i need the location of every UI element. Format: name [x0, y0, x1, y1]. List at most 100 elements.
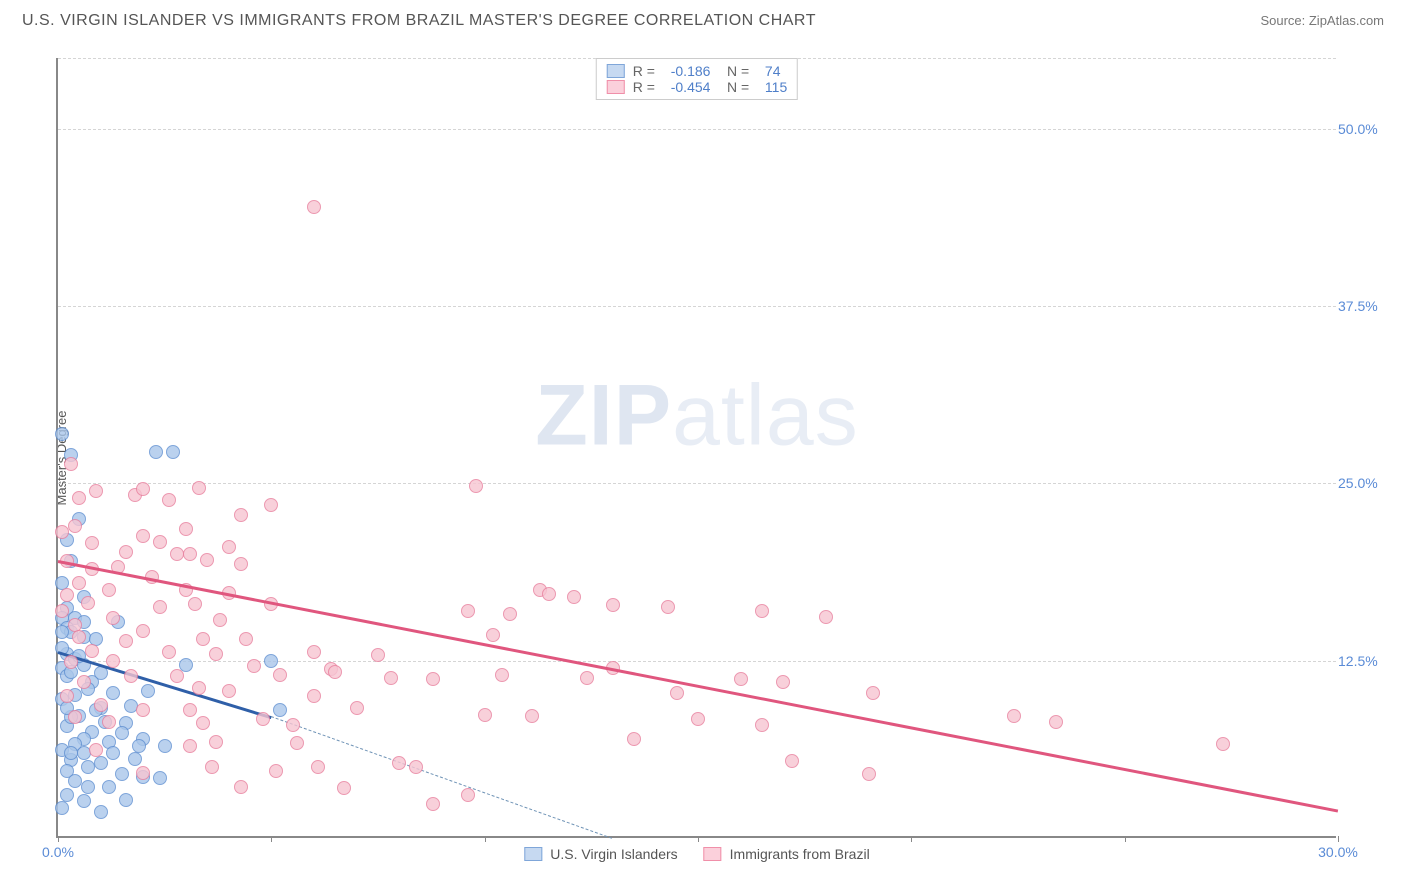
scatter-point [94, 805, 108, 819]
scatter-point [119, 793, 133, 807]
scatter-point [213, 613, 227, 627]
x-tick [1125, 836, 1126, 842]
scatter-point [81, 596, 95, 610]
scatter-point [72, 630, 86, 644]
scatter-point [461, 788, 475, 802]
scatter-point [128, 752, 142, 766]
scatter-point [486, 628, 500, 642]
scatter-point [755, 604, 769, 618]
watermark: ZIPatlas [535, 366, 858, 465]
scatter-point [328, 665, 342, 679]
scatter-point [68, 710, 82, 724]
scatter-point [755, 718, 769, 732]
scatter-point [785, 754, 799, 768]
scatter-point [183, 547, 197, 561]
scatter-point [64, 655, 78, 669]
scatter-point [183, 703, 197, 717]
scatter-point [478, 708, 492, 722]
scatter-point [776, 675, 790, 689]
scatter-point [866, 686, 880, 700]
x-tick-label: 30.0% [1318, 844, 1358, 860]
scatter-point [158, 739, 172, 753]
scatter-point [179, 522, 193, 536]
chart-title: U.S. VIRGIN ISLANDER VS IMMIGRANTS FROM … [22, 12, 816, 30]
legend-stat-row: R = -0.186N = 74 [607, 63, 787, 79]
scatter-point [469, 479, 483, 493]
scatter-point [136, 529, 150, 543]
scatter-point [89, 743, 103, 757]
scatter-point [234, 557, 248, 571]
scatter-point [264, 654, 278, 668]
chart-container: Master's Degree ZIPatlas R = -0.186N = 7… [20, 48, 1386, 868]
scatter-point [264, 498, 278, 512]
scatter-point [170, 669, 184, 683]
scatter-point [196, 716, 210, 730]
scatter-point [1007, 709, 1021, 723]
scatter-point [115, 767, 129, 781]
scatter-point [153, 600, 167, 614]
scatter-point [567, 590, 581, 604]
scatter-point [106, 611, 120, 625]
scatter-point [106, 746, 120, 760]
scatter-point [77, 794, 91, 808]
scatter-point [64, 746, 78, 760]
scatter-point [209, 647, 223, 661]
scatter-point [580, 671, 594, 685]
scatter-point [132, 739, 146, 753]
scatter-point [89, 484, 103, 498]
scatter-point [102, 780, 116, 794]
scatter-point [661, 600, 675, 614]
scatter-point [234, 508, 248, 522]
scatter-point [102, 715, 116, 729]
scatter-point [119, 545, 133, 559]
scatter-point [734, 672, 748, 686]
gridline [58, 129, 1336, 130]
scatter-point [192, 481, 206, 495]
scatter-point [106, 654, 120, 668]
scatter-point [350, 701, 364, 715]
scatter-point [72, 491, 86, 505]
scatter-point [273, 703, 287, 717]
gridline [58, 306, 1336, 307]
scatter-point [290, 736, 304, 750]
gridline [58, 483, 1336, 484]
scatter-point [106, 686, 120, 700]
scatter-point [60, 689, 74, 703]
scatter-point [311, 760, 325, 774]
x-tick [58, 836, 59, 842]
scatter-point [136, 766, 150, 780]
source-label: Source: ZipAtlas.com [1260, 13, 1384, 28]
scatter-point [115, 726, 129, 740]
scatter-point [525, 709, 539, 723]
scatter-point [102, 583, 116, 597]
scatter-point [124, 669, 138, 683]
scatter-point [94, 698, 108, 712]
scatter-point [503, 607, 517, 621]
scatter-point [136, 624, 150, 638]
scatter-point [1049, 715, 1063, 729]
scatter-point [166, 445, 180, 459]
scatter-point [1216, 737, 1230, 751]
scatter-point [94, 756, 108, 770]
x-tick [698, 836, 699, 842]
scatter-point [426, 672, 440, 686]
x-tick [1338, 836, 1339, 842]
scatter-point [68, 519, 82, 533]
scatter-point [222, 540, 236, 554]
scatter-point [188, 597, 202, 611]
scatter-point [77, 675, 91, 689]
scatter-point [72, 576, 86, 590]
scatter-point [247, 659, 261, 673]
scatter-point [234, 780, 248, 794]
trend-line-dashed [271, 716, 613, 839]
scatter-point [153, 535, 167, 549]
scatter-point [392, 756, 406, 770]
scatter-point [162, 493, 176, 507]
scatter-point [606, 598, 620, 612]
scatter-point [55, 427, 69, 441]
scatter-point [819, 610, 833, 624]
legend-stats: R = -0.186N = 74R = -0.454N = 115 [596, 58, 798, 100]
scatter-point [81, 780, 95, 794]
scatter-point [85, 644, 99, 658]
scatter-point [55, 801, 69, 815]
